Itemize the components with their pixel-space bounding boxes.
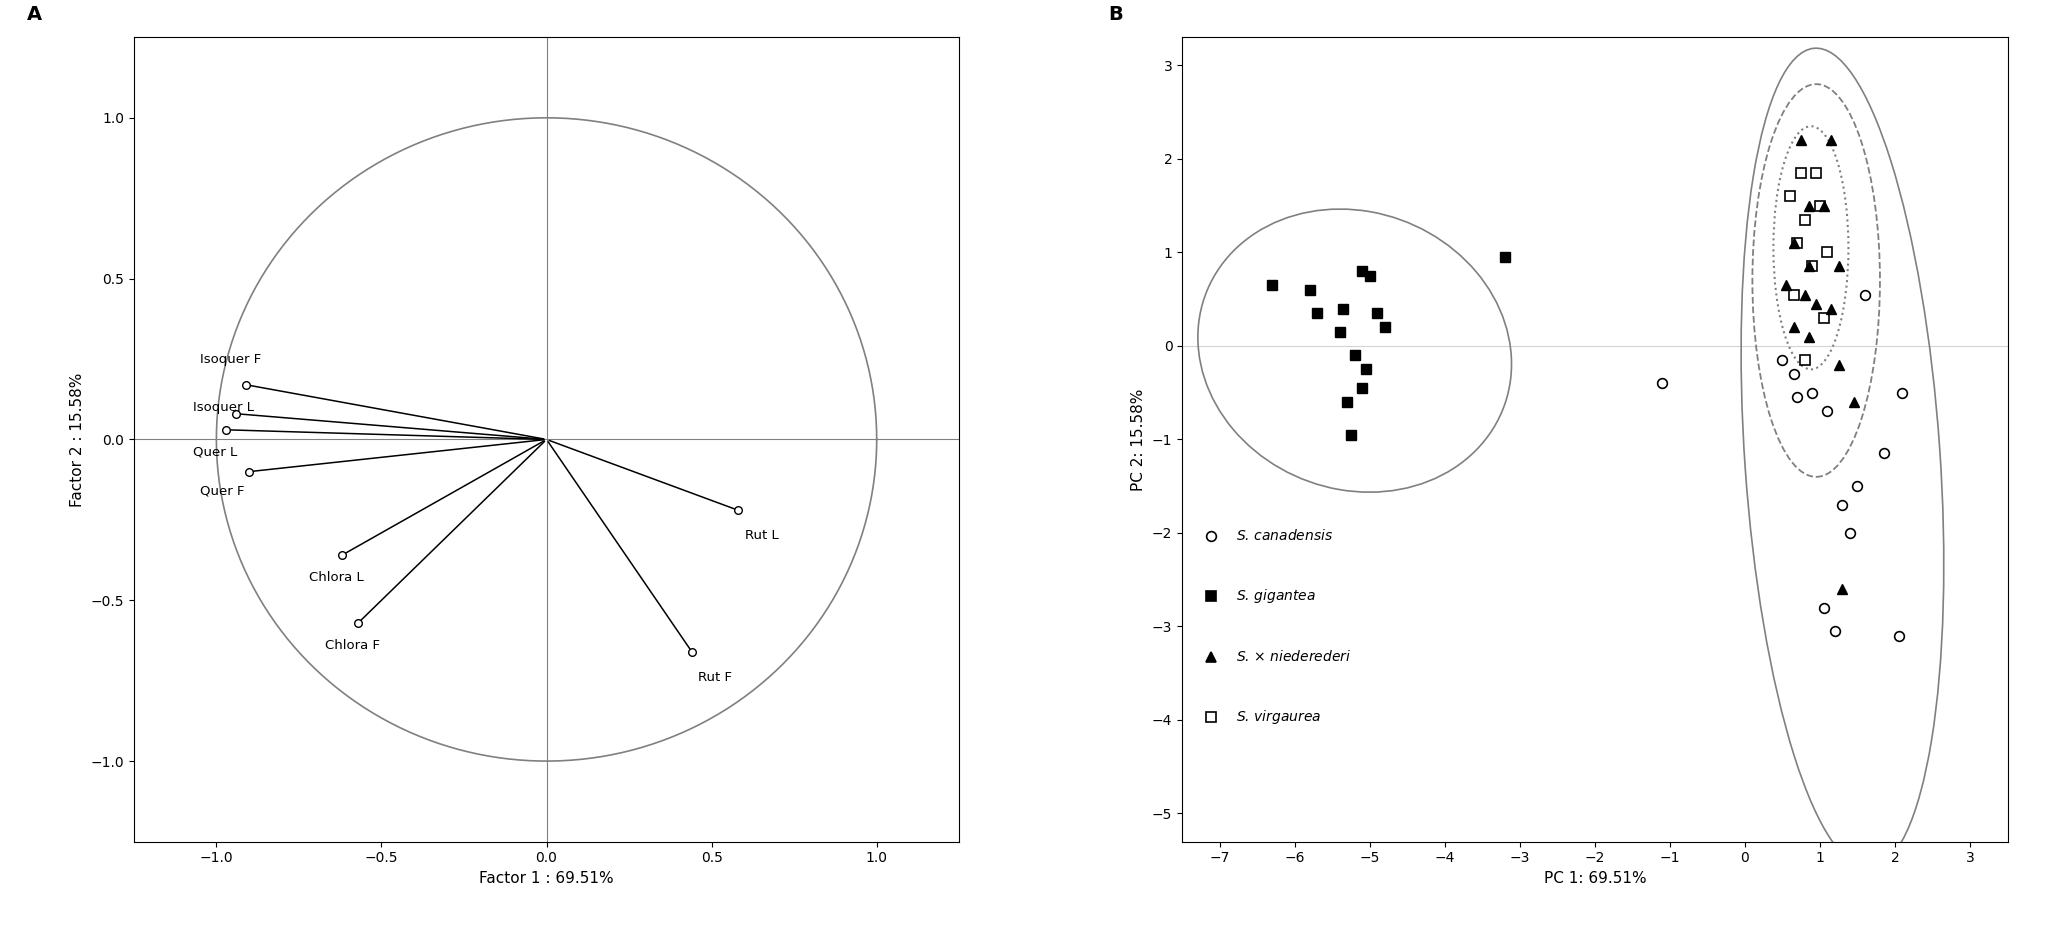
Text: $S$. $\times$ $niederederi$: $S$. $\times$ $niederederi$ [1235,649,1351,664]
Text: Rut F: Rut F [698,671,733,684]
Y-axis label: PC 2: 15.58%: PC 2: 15.58% [1130,388,1147,491]
Text: B: B [1108,6,1122,24]
Text: Chlora L: Chlora L [309,571,364,584]
Text: Quer F: Quer F [200,484,245,497]
Text: $S$. $canadensis$: $S$. $canadensis$ [1235,528,1332,543]
Text: $S$. $virgaurea$: $S$. $virgaurea$ [1235,708,1322,726]
Text: $S$. $gigantea$: $S$. $gigantea$ [1235,587,1316,605]
X-axis label: PC 1: 69.51%: PC 1: 69.51% [1544,870,1645,885]
Text: Chlora F: Chlora F [325,639,381,652]
Text: A: A [27,6,41,24]
Text: Isoquer L: Isoquer L [194,401,253,414]
Text: Rut L: Rut L [745,529,778,542]
Text: Isoquer F: Isoquer F [200,352,261,366]
Text: Quer L: Quer L [194,446,237,459]
Y-axis label: Factor 2 : 15.58%: Factor 2 : 15.58% [70,372,84,507]
X-axis label: Factor 1 : 69.51%: Factor 1 : 69.51% [480,870,614,885]
